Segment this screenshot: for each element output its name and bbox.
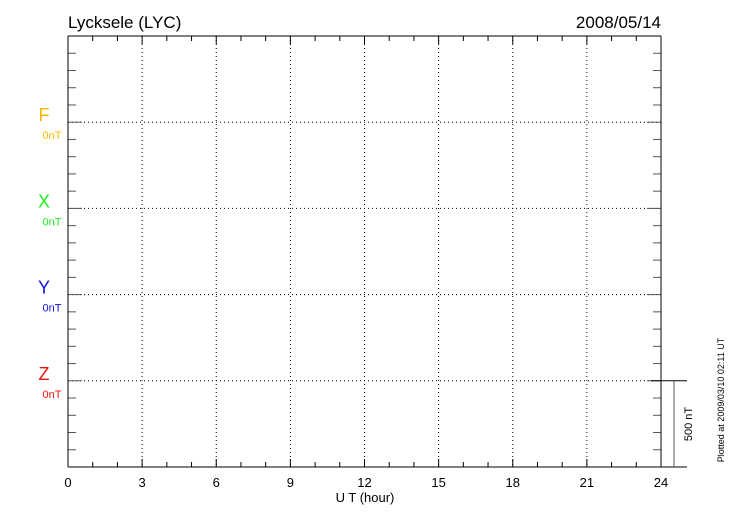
scale-bar-label: 500 nT <box>683 407 695 442</box>
x-tick-label: 12 <box>357 475 371 490</box>
series-labels: F 0nT X 0nT Y 0nT Z 0nT <box>38 105 62 401</box>
series-baseline-label: 0nT <box>43 130 62 142</box>
x-tick-label: 24 <box>654 475 668 490</box>
series-name-Y: Y <box>38 278 50 298</box>
grid <box>68 36 661 467</box>
series-name-F: F <box>39 105 50 125</box>
x-tick-label: 18 <box>506 475 520 490</box>
x-tick-label: 6 <box>213 475 220 490</box>
x-tick-label: 15 <box>431 475 445 490</box>
plotted-at-footer: Plotted at 2009/03/10 02:11 UT <box>716 337 726 462</box>
x-tick-label: 0 <box>64 475 71 490</box>
x-axis-label: U T (hour) <box>336 490 395 505</box>
x-tick-label: 3 <box>139 475 146 490</box>
chart-date: 2008/05/14 <box>576 13 661 32</box>
axes: 0 3 6 9 12 15 18 21 24 <box>64 35 687 490</box>
chart-title: Lycksele (LYC) <box>68 13 181 32</box>
series-baseline-label: 0nT <box>43 216 62 228</box>
series-name-Z: Z <box>39 364 50 384</box>
series-name-X: X <box>38 191 50 211</box>
series-baseline-label: 0nT <box>43 389 62 401</box>
x-tick-label: 21 <box>580 475 594 490</box>
series-baseline-label: 0nT <box>43 303 62 315</box>
x-tick-label: 9 <box>287 475 294 490</box>
